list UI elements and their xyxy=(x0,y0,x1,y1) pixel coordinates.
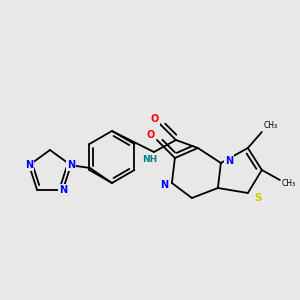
Text: NH: NH xyxy=(142,155,158,164)
Text: N: N xyxy=(67,160,75,170)
Text: N: N xyxy=(59,185,67,195)
Text: CH₃: CH₃ xyxy=(264,122,278,130)
Text: CH₃: CH₃ xyxy=(282,179,296,188)
Text: N: N xyxy=(160,180,168,190)
Text: N: N xyxy=(225,156,233,166)
Text: O: O xyxy=(147,130,155,140)
Text: O: O xyxy=(151,114,159,124)
Text: N: N xyxy=(25,160,33,170)
Text: S: S xyxy=(254,193,262,203)
